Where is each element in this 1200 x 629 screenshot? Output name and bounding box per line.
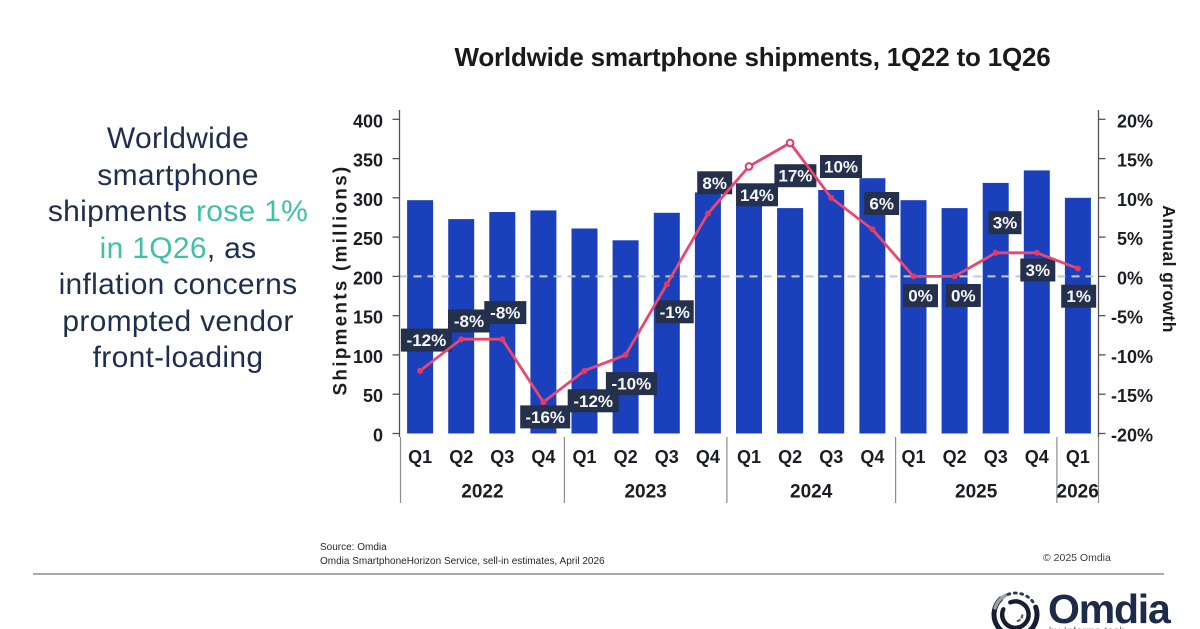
svg-text:250: 250 xyxy=(353,229,383,249)
svg-text:Q3: Q3 xyxy=(984,447,1008,467)
svg-text:Omdia SmartphoneHorizon Servic: Omdia SmartphoneHorizon Service, sell-in… xyxy=(320,556,605,567)
svg-text:© 2025 Omdia: © 2025 Omdia xyxy=(1043,552,1111,564)
svg-text:350: 350 xyxy=(353,151,383,171)
svg-text:2022: 2022 xyxy=(461,482,503,503)
svg-text:8%: 8% xyxy=(702,174,727,193)
svg-text:Q4: Q4 xyxy=(531,447,555,467)
svg-text:Q3: Q3 xyxy=(819,447,843,467)
svg-text:0%: 0% xyxy=(951,287,976,306)
svg-text:3%: 3% xyxy=(1026,261,1051,280)
svg-text:2026: 2026 xyxy=(1057,482,1099,503)
svg-text:0%: 0% xyxy=(1117,268,1143,288)
svg-text:0%: 0% xyxy=(908,287,933,306)
svg-text:10%: 10% xyxy=(824,158,858,177)
svg-text:Q4: Q4 xyxy=(860,447,884,467)
svg-text:Q3: Q3 xyxy=(490,447,514,467)
svg-text:Q3: Q3 xyxy=(655,447,679,467)
svg-text:-5%: -5% xyxy=(1111,308,1143,328)
svg-text:-8%: -8% xyxy=(454,312,484,331)
svg-text:-16%: -16% xyxy=(525,408,565,427)
svg-text:Annual growth: Annual growth xyxy=(1159,205,1179,333)
svg-text:6%: 6% xyxy=(869,195,894,214)
svg-text:Q2: Q2 xyxy=(778,447,802,467)
svg-text:-15%: -15% xyxy=(1111,386,1153,406)
svg-text:-12%: -12% xyxy=(573,392,613,411)
svg-text:Shipments (millions): Shipments (millions) xyxy=(331,165,352,396)
svg-text:3%: 3% xyxy=(993,214,1018,233)
svg-text:1%: 1% xyxy=(1066,287,1091,306)
svg-text:Q1: Q1 xyxy=(1066,447,1090,467)
svg-text:400: 400 xyxy=(353,111,383,131)
svg-text:Q1: Q1 xyxy=(572,447,596,467)
svg-text:14%: 14% xyxy=(740,186,774,205)
svg-text:5%: 5% xyxy=(1117,229,1143,249)
svg-text:Q1: Q1 xyxy=(901,447,925,467)
svg-text:150: 150 xyxy=(353,308,383,328)
svg-text:Q4: Q4 xyxy=(1025,447,1049,467)
svg-text:2024: 2024 xyxy=(790,482,833,503)
svg-text:Q4: Q4 xyxy=(696,447,720,467)
svg-text:Q1: Q1 xyxy=(408,447,432,467)
svg-text:50: 50 xyxy=(363,386,383,406)
svg-text:Q2: Q2 xyxy=(449,447,473,467)
svg-text:2025: 2025 xyxy=(955,482,998,503)
svg-text:10%: 10% xyxy=(1117,190,1153,210)
svg-text:17%: 17% xyxy=(778,167,812,186)
svg-text:100: 100 xyxy=(353,347,383,367)
svg-text:-1%: -1% xyxy=(660,303,690,322)
svg-text:2023: 2023 xyxy=(624,482,666,503)
svg-text:-10%: -10% xyxy=(1111,347,1153,367)
svg-text:Q2: Q2 xyxy=(614,447,638,467)
svg-text:Source: Omdia: Source: Omdia xyxy=(320,542,387,553)
svg-text:-12%: -12% xyxy=(407,331,447,350)
svg-text:300: 300 xyxy=(353,190,383,210)
svg-text:0: 0 xyxy=(373,426,383,446)
svg-text:15%: 15% xyxy=(1117,151,1153,171)
svg-text:20%: 20% xyxy=(1117,111,1153,131)
svg-text:-10%: -10% xyxy=(612,375,652,394)
svg-text:Q1: Q1 xyxy=(737,447,761,467)
svg-text:-8%: -8% xyxy=(490,304,520,323)
svg-text:-20%: -20% xyxy=(1111,426,1153,446)
svg-text:Q2: Q2 xyxy=(943,447,967,467)
svg-text:200: 200 xyxy=(353,268,383,288)
